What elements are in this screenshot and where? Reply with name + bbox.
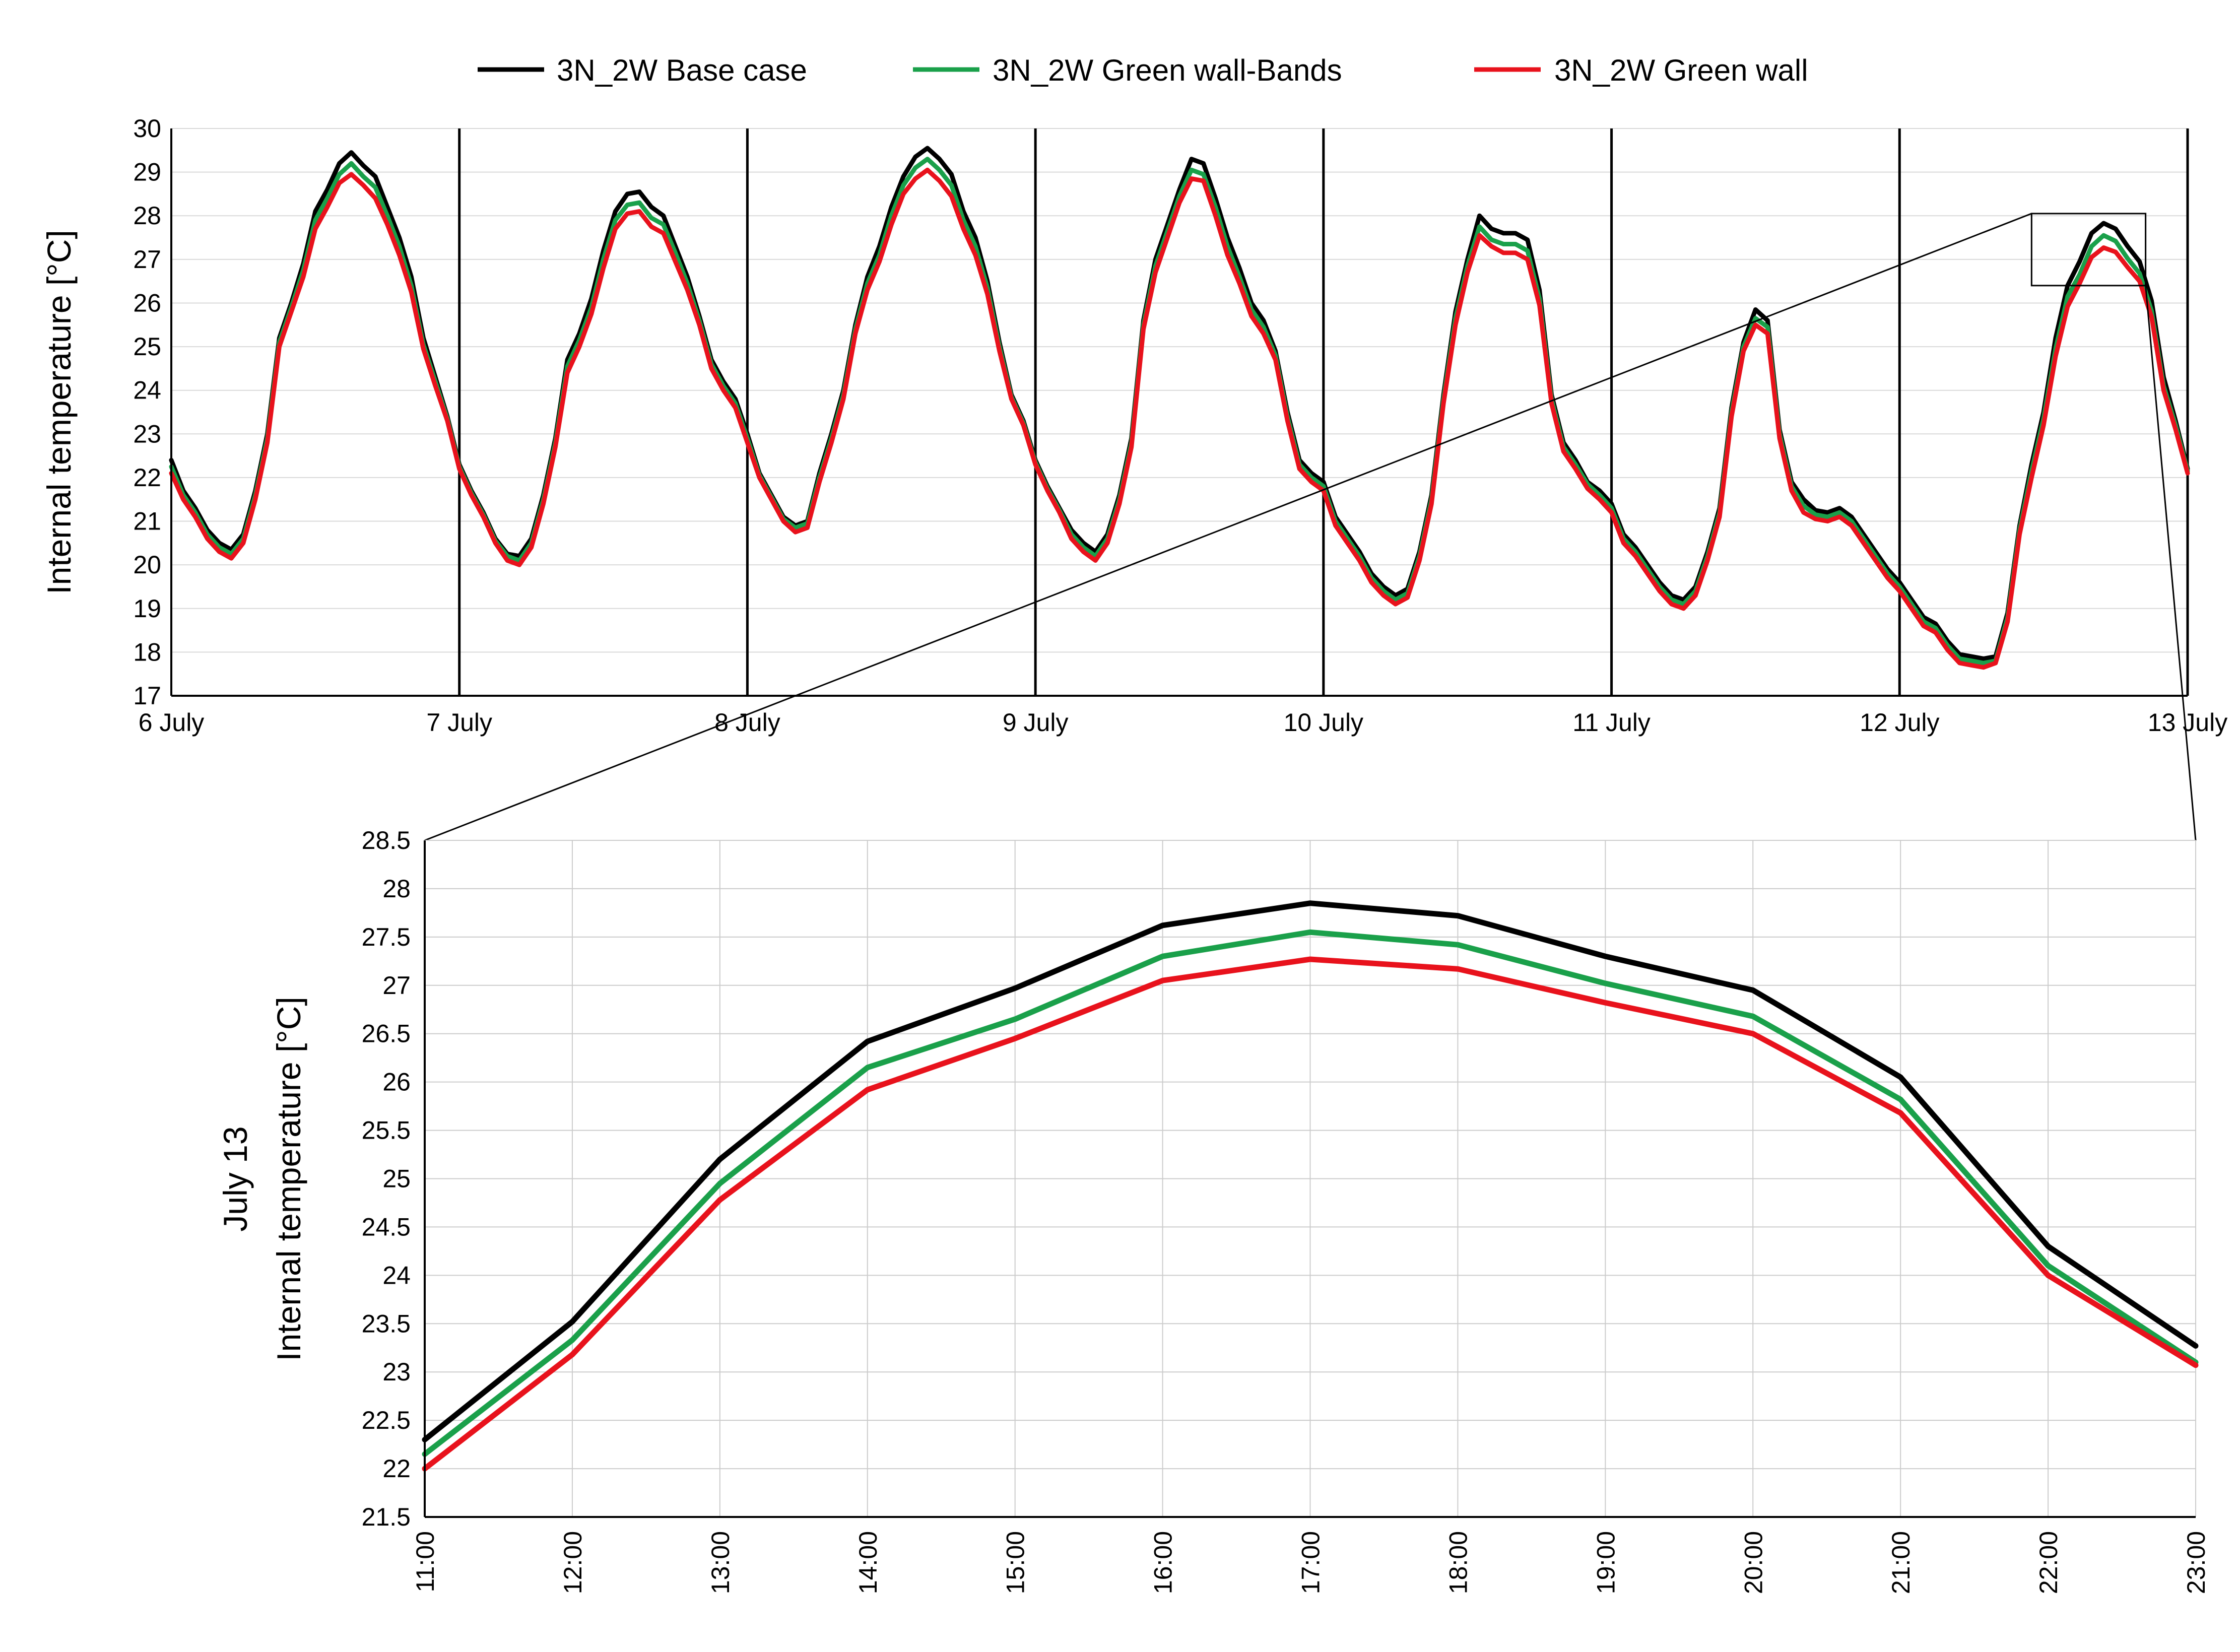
top-chart: 17 18 19 20 21 22 23 24 25 26 27 28 29 30 6 July 7 Jul… [40,114,2227,737]
zoom-y-tick-label: 26 [382,1068,411,1096]
top-y-tick-label: 24 [133,376,161,405]
top-series-lines [169,146,2190,670]
zoom-x-tick-label: 21:00 [1887,1531,1915,1594]
top-x-tick-label: 7 July [426,708,492,737]
top-x-tick-label: 11 July [1572,708,1651,737]
top-x-tick-label: 13 July [2148,708,2227,737]
zoom-y-axis-title-line2: Internal temperature [°C] [270,997,307,1361]
zoom-highlight-box [2030,213,2147,287]
zoom-y-tick-label: 21.5 [362,1503,411,1531]
zoom-y-tick-label: 28 [382,875,411,903]
zoom-connector-right [2145,285,2197,841]
top-series-3n-2w-green-wall-bands [169,157,2190,666]
zoom-series-lines [422,900,2199,1472]
top-gridlines [171,128,2188,653]
zoom-y-tick-label: 24 [382,1261,411,1289]
zoom-x-tick-label: 19:00 [1592,1531,1620,1594]
top-y-tick-label: 23 [133,420,161,448]
zoom-y-tick-label: 25.5 [362,1116,411,1145]
zoom-x-tick-label: 11:00 [411,1531,439,1592]
top-x-tick-label: 10 July [1284,708,1363,737]
top-y-tick-label: 27 [133,245,161,274]
zoom-series-3n-2w-green-wall-bands [422,929,2199,1457]
legend-label-base-case: 3N_2W Base case [557,53,807,87]
top-y-tick-label: 29 [133,158,161,186]
zoom-y-tick-label: 23.5 [362,1309,411,1338]
zoom-y-tick-label: 23 [382,1358,411,1386]
top-day-separators [458,128,2189,696]
zoom-series-3n-2w-base-case [422,900,2199,1442]
legend-entry-green-wall: 3N_2W Green wall [1474,53,1808,87]
zoom-y-tick-label: 22.5 [362,1406,411,1434]
zoom-x-tick-label: 12:00 [559,1531,587,1594]
top-x-tick-label: 8 July [714,708,780,737]
zoom-gridlines [425,840,2196,1517]
zoom-x-tick-label: 17:00 [1297,1531,1325,1594]
top-x-tick-label: 9 July [1003,708,1069,737]
top-series-3n-2w-green-wall [169,167,2190,670]
legend-entry-green-wall-bands: 3N_2W Green wall-Bands [913,53,1342,87]
legend: 3N_2W Base case 3N_2W Green wall-Bands 3… [478,53,1808,87]
zoom-connector-left [424,213,2032,841]
top-y-tick-label: 19 [133,594,161,623]
top-y-tick-label: 18 [133,638,161,666]
top-y-tick-label: 28 [133,202,161,230]
zoom-y-tick-label: 27 [382,971,411,1000]
zoom-x-tick-label: 23:00 [2182,1531,2210,1594]
top-y-tick-label: 30 [133,114,161,143]
zoom-x-tick-label: 20:00 [1739,1531,1767,1594]
top-y-axis-title: Internal temperature [°C] [40,230,78,594]
top-x-tick-label: 6 July [139,708,205,737]
zoom-y-axis-title-line1: July 13 [217,1126,254,1231]
zoom-y-tick-label: 26.5 [362,1020,411,1048]
zoom-x-tick-label: 15:00 [1002,1531,1030,1594]
zoom-y-tick-labels: 21.5 22 22.5 23 23.5 24 24.5 25 25.5 26 26.5 27 27.5… [362,826,411,1531]
zoom-x-tick-labels: 11:00 12:00 13:00 14:00 15:00 16:00 17:00 18:00… [411,1531,2210,1594]
top-y-tick-label: 25 [133,333,161,361]
legend-label-green-wall: 3N_2W Green wall [1554,53,1808,87]
top-y-tick-label: 20 [133,551,161,579]
zoom-x-tick-label: 16:00 [1149,1531,1177,1594]
zoom-x-tick-label: 14:00 [854,1531,882,1594]
top-y-tick-label: 17 [133,682,161,710]
zoom-series-3n-2w-green-wall [422,956,2199,1472]
top-y-tick-label: 22 [133,464,161,492]
zoom-y-tick-label: 28.5 [362,826,411,854]
top-y-tick-label: 26 [133,289,161,317]
zoom-y-tick-label: 27.5 [362,923,411,951]
top-x-tick-labels: 6 July 7 July 8 July 9 July 10 July 11 July 12… [139,708,2228,737]
zoom-x-tick-label: 18:00 [1444,1531,1472,1594]
top-y-tick-label: 21 [133,507,161,536]
zoom-y-tick-label: 22 [382,1455,411,1483]
zoom-chart: 21.5 22 22.5 23 23.5 24 24.5 25 25.5 26 26.5 27 27.5… [217,826,2210,1594]
legend-entry-base-case: 3N_2W Base case [478,53,807,87]
zoom-y-tick-label: 25 [382,1165,411,1193]
zoom-x-tick-label: 13:00 [706,1531,735,1594]
zoom-x-tick-label: 22:00 [2034,1531,2063,1594]
top-x-tick-label: 12 July [1860,708,1939,737]
legend-label-green-wall-bands: 3N_2W Green wall-Bands [993,53,1342,87]
zoom-y-tick-label: 24.5 [362,1213,411,1241]
top-y-tick-labels: 17 18 19 20 21 22 23 24 25 26 27 28 29 30 [133,114,161,710]
